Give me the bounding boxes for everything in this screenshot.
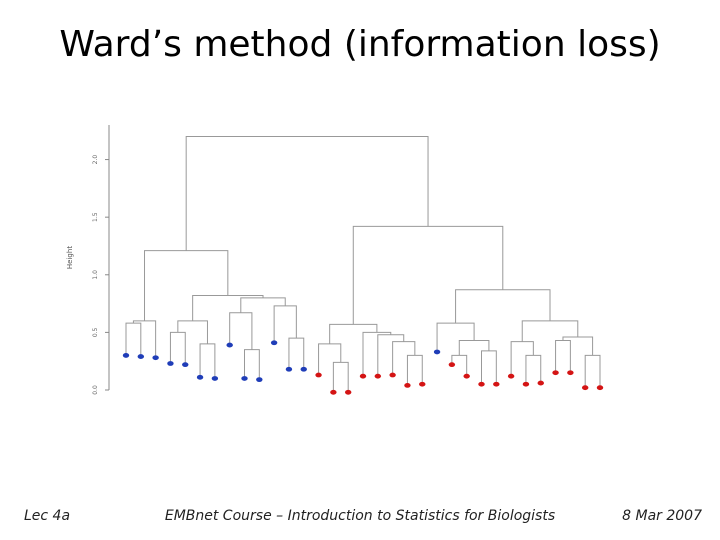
dendrogram-chart: 0.0 0.5 1.0 1.5 2.0 Height (66, 125, 604, 395)
leaf-point-red (463, 373, 470, 379)
dendrogram-link (288, 337, 305, 370)
dendrogram-link (510, 341, 534, 377)
leaf-point-blue (152, 355, 159, 361)
dendrogram-link (436, 322, 475, 352)
dendrogram-link (555, 339, 571, 373)
leaf-points (122, 340, 604, 395)
leaf-point-red (374, 373, 382, 379)
leaf-point-red (507, 373, 515, 379)
dendrogram-link (455, 289, 551, 324)
dendrogram-link (244, 349, 260, 380)
dendrogram-link (584, 354, 601, 388)
leaf-point-red (344, 389, 352, 395)
leaf-point-blue (241, 376, 248, 381)
y-tick-label: 1.5 (92, 212, 99, 222)
dendrogram-link (229, 312, 253, 350)
dendrogram-link (240, 297, 286, 313)
slide-title: Ward’s method (information loss) (59, 24, 661, 65)
dendrogram-link (199, 343, 216, 379)
leaf-point-red (404, 382, 411, 388)
leaf-point-red (567, 370, 574, 376)
dendrogram-link (481, 350, 497, 385)
leaf-point-red (596, 385, 604, 391)
leaf-point-red (522, 381, 530, 387)
leaf-point-red (359, 373, 367, 379)
leaf-point-blue (433, 349, 441, 355)
y-axis: 0.0 0.5 1.0 1.5 2.0 Height (66, 125, 110, 395)
footer-date: 8 Mar 2007 (622, 508, 702, 524)
dendrogram-link (525, 354, 542, 385)
leaf-point-blue (256, 377, 263, 383)
leaf-point-blue (300, 366, 307, 372)
dendrogram-link (177, 320, 208, 344)
leaf-point-blue (270, 340, 278, 346)
dendrogram-link (169, 331, 186, 365)
footer-course: EMBnet Course – Introduction to Statisti… (164, 508, 556, 524)
leaf-point-red (581, 385, 589, 391)
leaf-point-red (448, 362, 456, 368)
leaf-point-red (537, 380, 544, 386)
dendrogram-link (362, 331, 392, 377)
leaf-point-blue (182, 362, 189, 368)
leaf-point-blue (226, 342, 233, 348)
dendrogram-link (192, 295, 264, 321)
leaf-point-blue (122, 353, 130, 358)
dendrogram-link (521, 320, 579, 342)
dendrogram-link (562, 336, 594, 356)
leaf-point-red (478, 381, 485, 387)
y-tick-label: 0.0 (92, 385, 99, 395)
dendrogram-link (406, 354, 423, 386)
dendrogram-link (377, 334, 405, 377)
y-axis-label: Height (66, 246, 74, 269)
dendrogram-link (185, 136, 429, 251)
dendrogram-link (125, 322, 142, 357)
dendrogram-link (132, 320, 157, 358)
dendrogram-link (144, 250, 229, 321)
dendrogram-link (352, 225, 504, 325)
y-tick-label: 1.0 (92, 270, 99, 280)
dendrogram-link (332, 361, 349, 393)
leaf-point-blue (167, 361, 174, 366)
leaf-point-red (315, 372, 322, 378)
leaf-point-red (330, 389, 337, 395)
leaf-point-red (419, 381, 426, 387)
leaf-point-blue (196, 374, 204, 380)
y-tick-label: 0.5 (92, 327, 99, 337)
leaf-point-red (493, 381, 500, 387)
y-tick-label: 2.0 (92, 155, 99, 165)
dendrogram-link (458, 339, 490, 356)
leaf-point-red (552, 370, 559, 376)
dendrogram-link (392, 341, 416, 376)
footer-lecture: Lec 4a (24, 508, 71, 524)
leaf-point-red (389, 372, 396, 378)
leaf-point-blue (137, 354, 145, 359)
dendrogram-link (451, 354, 468, 377)
dendrogram-link (329, 323, 378, 344)
dendrogram-links (125, 136, 601, 393)
dendrogram-link (273, 305, 297, 343)
dendrogram-link (318, 343, 342, 376)
leaf-point-blue (285, 366, 293, 372)
leaf-point-blue (211, 376, 219, 381)
